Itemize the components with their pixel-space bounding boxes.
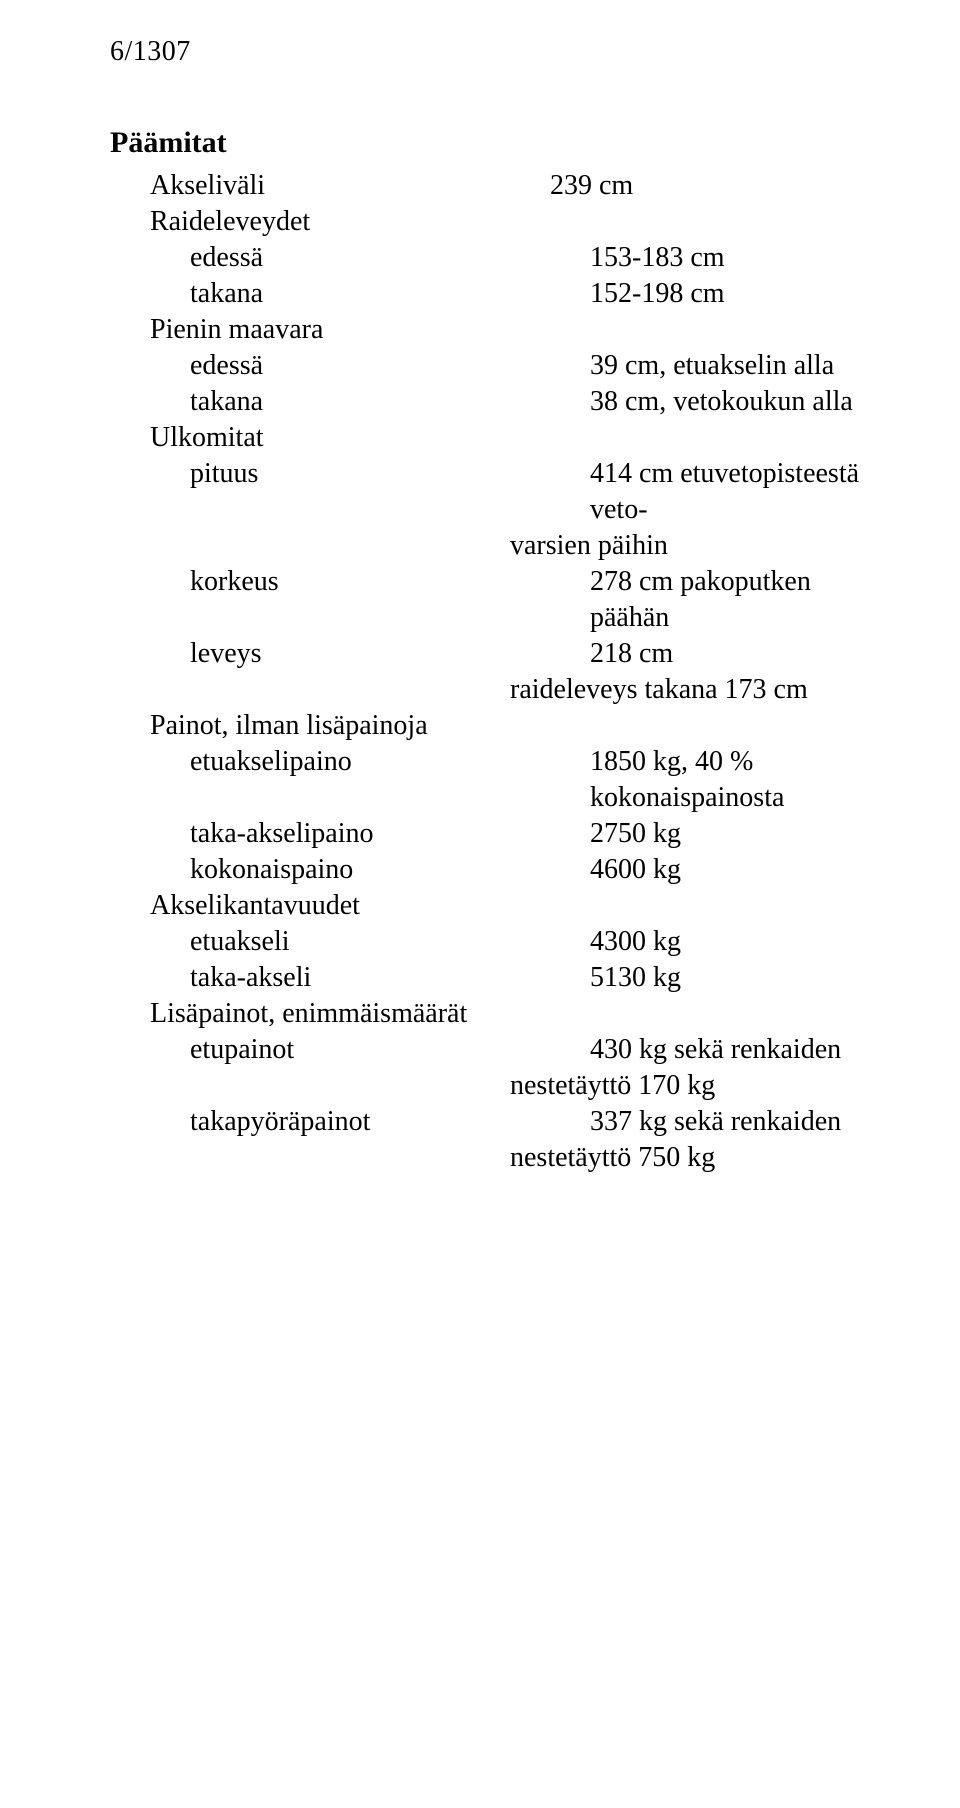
label-pienin-maavara: Pienin maavara [110, 312, 550, 348]
value-takapyorapainot-2: nestetäyttö 750 kg [510, 1140, 880, 1176]
row-painot: Painot, ilman lisäpainoja [110, 708, 880, 744]
value-maavara-edessa: 39 cm, etuakselin alla [590, 348, 880, 384]
label-pituus: pituus [110, 456, 590, 492]
label-takapyorapainot: takapyöräpainot [110, 1104, 590, 1140]
row-pituus-2: varsien päihin [110, 528, 880, 564]
label-akselivali: Akseliväli [110, 168, 550, 204]
section-title: Päämitat [110, 126, 880, 160]
value-leveys-1: 218 cm [590, 636, 880, 672]
value-etuakselipaino: 1850 kg, 40 % kokonaispainosta [590, 744, 880, 816]
value-akselivali: 239 cm [550, 168, 880, 204]
label-korkeus: korkeus [110, 564, 590, 600]
row-etuakseli: etuakseli 4300 kg [110, 924, 880, 960]
value-etuakseli: 4300 kg [590, 924, 880, 960]
row-takapyorapainot-2: nestetäyttö 750 kg [110, 1140, 880, 1176]
row-kokonaispaino: kokonaispaino 4600 kg [110, 852, 880, 888]
label-etuakseli: etuakseli [110, 924, 590, 960]
label-painot: Painot, ilman lisäpainoja [110, 708, 550, 744]
row-maavara-edessa: edessä 39 cm, etuakselin alla [110, 348, 880, 384]
page: 6/1307 Päämitat Akseliväli 239 cm Raidel… [0, 0, 960, 1808]
value-taka-akseli: 5130 kg [590, 960, 880, 996]
value-etupainot-2: nestetäyttö 170 kg [510, 1068, 880, 1104]
row-etupainot-2: nestetäyttö 170 kg [110, 1068, 880, 1104]
row-leveys: leveys 218 cm [110, 636, 880, 672]
label-maavara-takana: takana [110, 384, 590, 420]
value-raide-edessa: 153-183 cm [590, 240, 880, 276]
value-pituus-2: varsien päihin [510, 528, 880, 564]
row-takapyorapainot: takapyöräpainot 337 kg sekä renkaiden [110, 1104, 880, 1140]
label-raide-edessa: edessä [110, 240, 590, 276]
row-leveys-2: raideleveys takana 173 cm [110, 672, 880, 708]
row-raideleveydet: Raideleveydet [110, 204, 880, 240]
value-korkeus: 278 cm pakoputken päähän [590, 564, 880, 636]
label-raide-takana: takana [110, 276, 590, 312]
row-lisapainot: Lisäpainot, enimmäismäärät [110, 996, 880, 1032]
label-kokonaispaino: kokonaispaino [110, 852, 590, 888]
row-ulkomitat: Ulkomitat [110, 420, 880, 456]
value-pituus-1: 414 cm etuvetopisteestä veto- [590, 456, 880, 528]
value-taka-akselipaino: 2750 kg [590, 816, 880, 852]
row-etupainot: etupainot 430 kg sekä renkaiden [110, 1032, 880, 1068]
label-etupainot: etupainot [110, 1032, 590, 1068]
row-akselivali: Akseliväli 239 cm [110, 168, 880, 204]
label-lisapainot: Lisäpainot, enimmäismäärät [110, 996, 550, 1032]
label-taka-akseli: taka-akseli [110, 960, 590, 996]
label-taka-akselipaino: taka-akselipaino [110, 816, 590, 852]
label-raideleveydet: Raideleveydet [110, 204, 550, 240]
value-etupainot-1: 430 kg sekä renkaiden [590, 1032, 880, 1068]
row-etuakselipaino: etuakselipaino 1850 kg, 40 % kokonaispai… [110, 744, 880, 816]
row-pituus: pituus 414 cm etuvetopisteestä veto- [110, 456, 880, 528]
row-korkeus: korkeus 278 cm pakoputken päähän [110, 564, 880, 636]
label-akselikantavuudet: Akselikantavuudet [110, 888, 550, 924]
row-raide-takana: takana 152-198 cm [110, 276, 880, 312]
row-taka-akselipaino: taka-akselipaino 2750 kg [110, 816, 880, 852]
value-takapyorapainot-1: 337 kg sekä renkaiden [590, 1104, 880, 1140]
label-maavara-edessa: edessä [110, 348, 590, 384]
value-leveys-2: raideleveys takana 173 cm [510, 672, 880, 708]
page-reference: 6/1307 [110, 36, 880, 68]
row-taka-akseli: taka-akseli 5130 kg [110, 960, 880, 996]
label-ulkomitat: Ulkomitat [110, 420, 550, 456]
row-pienin-maavara: Pienin maavara [110, 312, 880, 348]
row-raide-edessa: edessä 153-183 cm [110, 240, 880, 276]
label-etuakselipaino: etuakselipaino [110, 744, 590, 780]
row-maavara-takana: takana 38 cm, vetokoukun alla [110, 384, 880, 420]
row-akselikantavuudet: Akselikantavuudet [110, 888, 880, 924]
label-leveys: leveys [110, 636, 590, 672]
value-maavara-takana: 38 cm, vetokoukun alla [590, 384, 880, 420]
value-raide-takana: 152-198 cm [590, 276, 880, 312]
value-kokonaispaino: 4600 kg [590, 852, 880, 888]
